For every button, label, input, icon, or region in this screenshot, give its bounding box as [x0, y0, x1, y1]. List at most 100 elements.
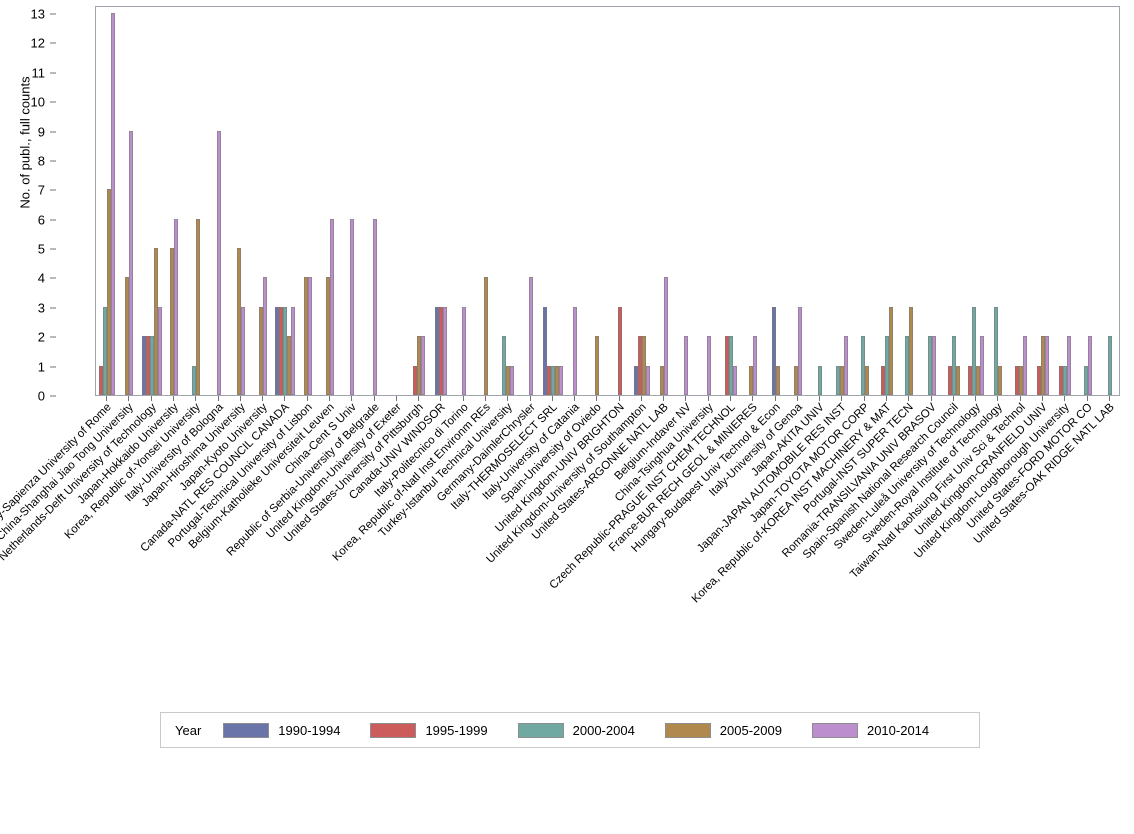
x-tick-mark	[863, 396, 865, 401]
x-tick-mark	[106, 396, 108, 401]
bar	[554, 365, 559, 395]
bar	[417, 336, 422, 395]
bar	[149, 336, 154, 395]
bar	[994, 306, 999, 395]
x-tick-mark	[819, 396, 821, 401]
x-tick-mark	[440, 396, 442, 401]
bar	[196, 218, 201, 395]
y-tick-mark	[50, 189, 56, 191]
bar	[372, 218, 377, 395]
x-tick-mark	[150, 396, 152, 401]
bar	[633, 365, 638, 395]
bar	[753, 336, 758, 395]
x-tick-mark	[1019, 396, 1021, 401]
legend-color-swatch	[370, 722, 417, 738]
bar	[287, 336, 292, 395]
x-tick-mark	[239, 396, 241, 401]
x-tick-mark	[886, 396, 888, 401]
x-tick-mark	[462, 396, 464, 401]
y-tick-label: 9	[37, 124, 45, 140]
bar	[771, 306, 776, 395]
bar	[192, 365, 197, 395]
bar	[729, 336, 734, 395]
bar	[725, 336, 730, 395]
bar	[542, 306, 547, 395]
x-tick-mark	[373, 396, 375, 401]
x-tick-mark	[217, 396, 219, 401]
bar	[291, 306, 296, 395]
x-tick-mark	[351, 396, 353, 401]
y-axis: No. of publ., full counts 0 1 2 3 4 5 6 7 8 9 10 11…	[0, 0, 95, 403]
bar	[483, 277, 488, 395]
y-tick-label: 4	[37, 270, 45, 286]
legend-entry[interactable]: 1990-1994	[223, 722, 340, 738]
bar	[617, 306, 622, 395]
legend-entry[interactable]: 2005-2009	[664, 722, 782, 738]
bar	[279, 306, 284, 395]
x-axis-labels: Italy-Sapienza University of Rome China-S…	[0, 401, 1120, 702]
x-tick-mark	[1064, 396, 1066, 401]
bar	[1063, 365, 1068, 395]
bar	[325, 277, 330, 395]
bar	[1087, 336, 1092, 395]
y-tick-label: 8	[37, 153, 45, 169]
bar	[660, 365, 665, 395]
bar	[350, 218, 355, 395]
legend-color-swatch	[664, 722, 711, 738]
x-tick-mark	[908, 396, 910, 401]
x-tick-mark	[796, 396, 798, 401]
bar	[1041, 336, 1045, 395]
bar	[173, 218, 178, 395]
x-tick-mark	[418, 396, 420, 401]
bar	[595, 336, 600, 395]
bar	[145, 336, 150, 395]
bar	[955, 365, 960, 395]
y-tick-mark	[50, 131, 56, 133]
x-tick-mark	[128, 396, 130, 401]
y-tick-mark	[50, 160, 56, 162]
bar	[329, 218, 334, 395]
y-tick-mark	[50, 395, 56, 397]
bar	[864, 365, 869, 395]
bar	[976, 365, 981, 395]
x-tick-mark	[529, 396, 531, 401]
legend-label: 2010-2014	[866, 722, 930, 738]
bar	[125, 277, 130, 395]
bar	[107, 189, 112, 395]
bar-chart: No. of publ., full counts 0 1 2 3 4 5 6 7 8 9 10 11…	[0, 0, 1120, 748]
bar	[881, 365, 886, 395]
bar	[1022, 336, 1027, 395]
bar	[461, 306, 466, 395]
bar	[510, 365, 515, 395]
bar	[558, 365, 563, 395]
legend-entry[interactable]: 1995-1999	[370, 722, 488, 738]
bar	[103, 306, 108, 395]
bar	[844, 336, 849, 395]
bar	[818, 365, 823, 395]
legend-label: 1995-1999	[425, 722, 488, 738]
bar	[169, 248, 174, 395]
x-tick-mark	[574, 396, 576, 401]
bar	[836, 365, 841, 395]
bar	[99, 365, 104, 395]
bar	[236, 248, 241, 395]
bar	[980, 336, 985, 395]
y-tick-label: 10	[30, 94, 45, 110]
legend-title: Year	[175, 722, 202, 738]
y-tick-label: 13	[30, 6, 45, 22]
y-tick-mark	[50, 307, 56, 309]
bar	[111, 13, 116, 395]
legend-entry[interactable]: 2010-2014	[811, 722, 930, 738]
bar	[664, 277, 669, 395]
bar	[905, 336, 910, 395]
bar	[968, 365, 973, 395]
y-tick-mark	[50, 219, 56, 221]
x-tick-mark	[707, 396, 709, 401]
bar	[413, 365, 418, 395]
bar	[1107, 336, 1112, 395]
legend-entry[interactable]: 2000-2004	[517, 722, 635, 738]
bar	[421, 336, 426, 395]
bar	[550, 365, 555, 395]
x-tick-mark	[618, 396, 620, 401]
x-tick-mark	[975, 396, 977, 401]
